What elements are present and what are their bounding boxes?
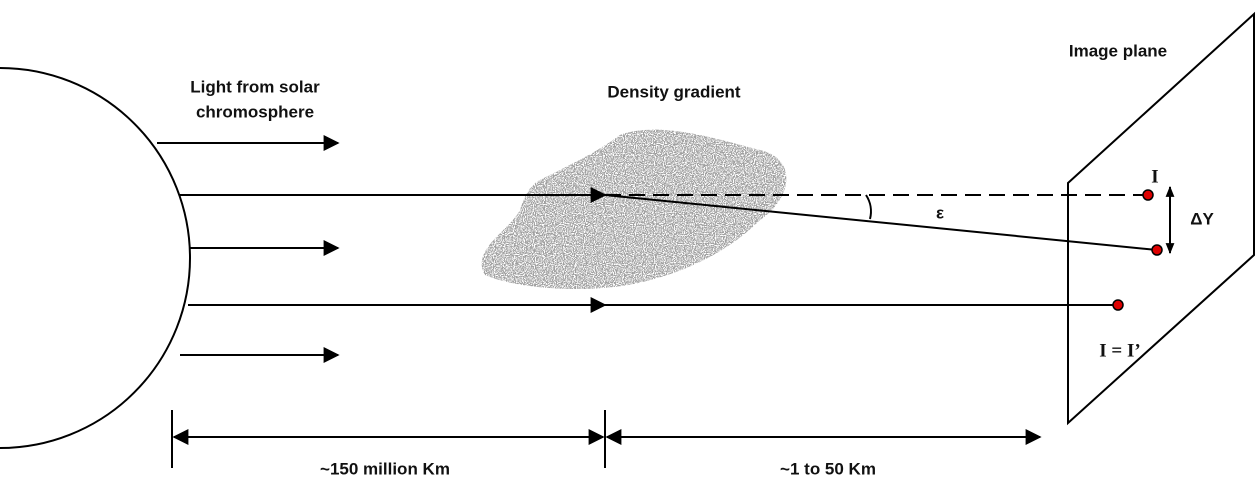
deflected-ray xyxy=(604,194,1158,251)
label: ε xyxy=(936,203,944,222)
density-cloud xyxy=(481,129,787,290)
label: ΔY xyxy=(1190,209,1214,228)
label: ~1 to 50 Km xyxy=(780,459,876,478)
label: Image plane xyxy=(1069,41,1167,60)
label: ~150 million Km xyxy=(320,459,450,478)
sun xyxy=(0,67,191,449)
label: Light from solar xyxy=(190,77,320,96)
label: I xyxy=(1151,166,1158,187)
image-points xyxy=(1112,189,1163,311)
dimension-lines xyxy=(171,410,1042,468)
label: chromosphere xyxy=(196,102,314,121)
light-rays xyxy=(157,135,1118,363)
image-plane xyxy=(1067,11,1255,426)
angle-arc xyxy=(865,194,872,220)
label: I = I’ xyxy=(1099,340,1140,361)
label: Density gradient xyxy=(607,82,741,101)
